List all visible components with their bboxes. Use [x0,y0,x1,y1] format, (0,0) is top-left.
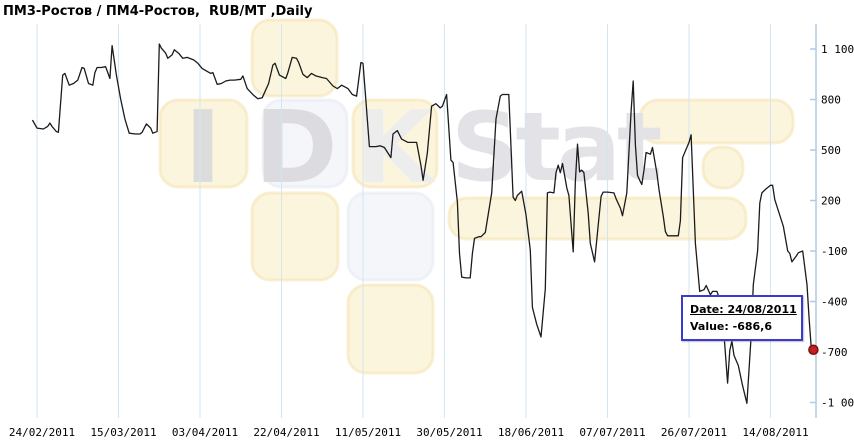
x-tick-label: 26/07/2011 [661,426,727,439]
watermark-tile [261,98,349,189]
y-tick-label: 500 [821,144,841,157]
watermark-tile [250,191,340,282]
data-tooltip: Date: 24/08/2011 Value: -686,6 [681,295,803,341]
chart-line [32,43,815,404]
x-tick-label: 11/05/2011 [335,426,401,439]
x-tick-label: 22/04/2011 [253,426,319,439]
data-point-marker[interactable] [808,344,819,355]
watermark-tile [158,98,249,189]
y-tick-label: -100 [821,245,848,258]
x-tick-label: 15/03/2011 [90,426,156,439]
watermark-letter: I [184,89,221,206]
y-tick-label: 200 [821,195,841,208]
x-tick-label: 24/02/2011 [9,426,75,439]
x-tick-label: 03/04/2011 [172,426,238,439]
tooltip-value: Value: -686,6 [690,320,772,333]
watermark-tile [701,145,745,190]
y-tick-label: 800 [821,94,841,107]
x-tick-label: 18/06/2011 [498,426,564,439]
y-tick-label: -400 [821,296,848,309]
y-tick-label: -1 000 [821,397,854,410]
watermark: I D K Stat [158,18,795,375]
gridlines [36,24,771,418]
watermark-tile [346,191,435,282]
chart-title: ПМ3-Ростов / ПМ4-Ростов, RUB/MT ,Daily [3,4,313,19]
x-tick-label: 30/05/2011 [416,426,482,439]
x-tick-label: 07/07/2011 [579,426,645,439]
x-tick-label: 14/08/2011 [742,426,808,439]
watermark-letter: D [254,89,337,206]
watermark-tile [346,283,435,375]
x-axis-labels: 24/02/2011 15/03/2011 03/04/2011 22/04/2011… [9,426,809,439]
y-tick-label: -700 [821,346,848,359]
watermark-letter: K [355,89,436,206]
tooltip-date: Date: 24/08/2011 [690,303,797,316]
watermark-tile [351,98,439,189]
watermark-tile [638,98,795,145]
y-tick-label: 1 100 [821,43,854,56]
y-axis: 1 100 800 500 200 -100 -400 -700 -1 000 [810,24,854,418]
